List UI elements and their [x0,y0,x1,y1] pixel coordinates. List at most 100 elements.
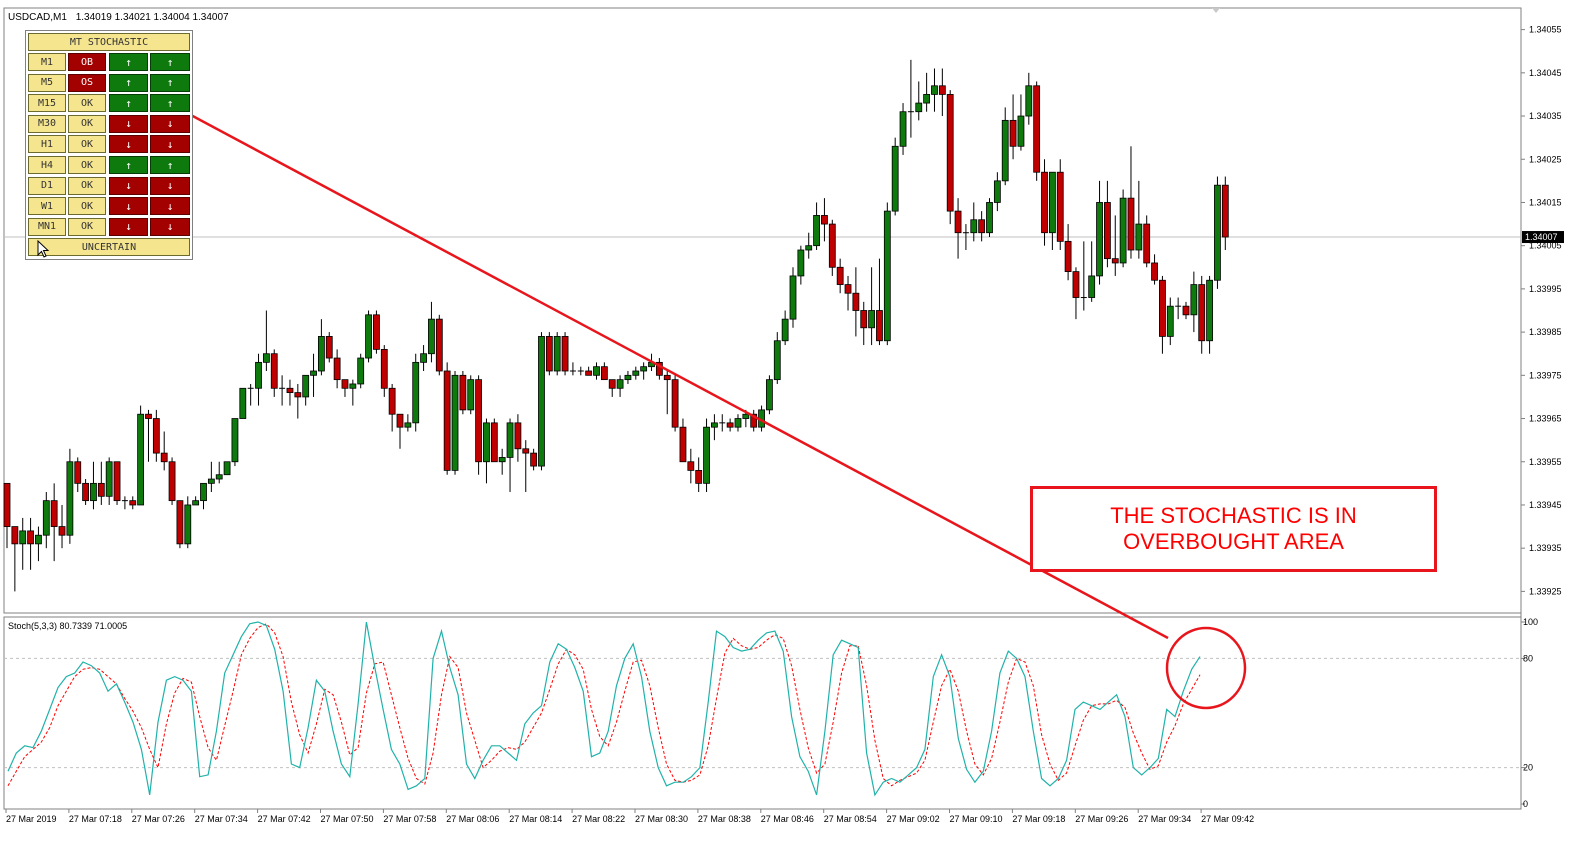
timeframe-label: M30 [28,114,66,133]
candle [608,379,616,397]
time-tick-label: 27 Mar 07:18 [69,814,122,824]
arrow-up-icon: ↑ [150,73,190,92]
candle [97,461,105,505]
candle [1080,241,1087,311]
candle [380,345,388,397]
arrow-up-icon: ↑ [109,73,148,92]
candle [90,461,97,510]
time-tick-label: 27 Mar 09:10 [950,814,1003,824]
time-tick-label: 27 Mar 09:42 [1201,814,1254,824]
stochastic-status: OK [68,114,106,133]
price-tick-label: 1.33945 [1529,500,1562,510]
candle [325,332,333,363]
candle [954,198,962,259]
candle [459,371,467,415]
time-tick-label: 27 Mar 08:22 [572,814,625,824]
candle [467,375,475,415]
level-label: 100 [1523,617,1538,627]
time-axis: 27 Mar 2019 27 Mar 07:18 27 Mar 07:26 27 Ma… [5,809,1254,824]
candle [239,387,247,419]
time-tick-label: 27 Mar 08:30 [635,814,688,824]
candle [42,492,50,549]
candle [247,383,254,406]
candle [766,375,773,415]
time-tick-label: 27 Mar 09:02 [887,814,940,824]
timeframe-label: M1 [28,53,66,71]
candle [773,332,781,384]
candle [844,275,852,311]
chart-shift-marker [1212,8,1220,13]
candle [365,310,372,363]
candle [1088,241,1096,302]
level-label: 80 [1523,653,1533,663]
mt-stochastic-panel: MT STOCHASTIC M1 OB ↑ ↑ M5 OS ↑ ↑ M15 OK ↑ ↑ M30 OK ↓ ↓… [25,30,193,260]
candle [655,358,663,380]
candle [506,418,514,492]
candle [302,374,310,406]
candle [50,483,58,562]
candle [396,413,404,449]
candle [781,310,789,346]
candle [876,258,883,346]
candle [3,482,11,549]
timeframe-label: W1 [28,197,66,216]
candle [160,431,168,471]
candle [632,366,640,380]
candle [978,211,986,242]
time-tick-label: 27 Mar 07:50 [321,814,374,824]
candle [451,371,459,475]
candle [310,353,317,397]
price-tick-label: 1.33995 [1529,284,1562,294]
time-tick-label: 27 Mar 08:54 [824,814,877,824]
candle [483,418,490,484]
candle [577,366,584,376]
price-tick-label: 1.34035 [1529,111,1562,121]
candle [11,526,19,592]
candle [616,375,624,397]
level-label: 0 [1523,799,1528,809]
arrow-up-icon: ↑ [150,94,190,113]
candle [152,409,160,462]
stochastic-pane[interactable] [3,616,1522,810]
candle [105,457,113,505]
candle [412,353,420,432]
stochastic-status: OK [68,156,106,174]
candle [279,375,286,406]
candle [428,301,435,363]
candle [569,362,576,376]
callout-line-2: OVERBOUGHT AREA [1123,529,1344,554]
price-tick-label: 1.33935 [1529,543,1562,553]
overbought-circle [1165,626,1247,710]
time-tick-label: 27 Mar 09:26 [1075,814,1128,824]
arrow-down-icon: ↓ [150,217,190,236]
price-tick-label: 1.33975 [1529,370,1562,380]
price-tick-label: 1.34005 [1529,241,1562,251]
candle [679,418,687,463]
candle [121,496,128,510]
candle [1175,297,1182,320]
candle [852,267,860,337]
arrow-up-icon: ↑ [109,94,148,113]
candle [695,457,703,492]
candle [860,301,868,346]
stochastic-status: OK [68,176,106,195]
candle [58,504,66,549]
candle [192,496,200,506]
time-tick-label: 27 Mar 07:42 [258,814,311,824]
candle [538,332,545,471]
candle [1159,275,1166,354]
candle [907,59,914,138]
candle [593,362,600,380]
candle [357,353,365,389]
candle [1206,275,1213,354]
price-tick-label: 1.34015 [1529,197,1562,207]
timeframe-label: M15 [28,94,66,113]
candle [223,461,231,476]
price-tick-label: 1.34025 [1529,154,1562,164]
candle [931,68,938,112]
candle [317,319,325,376]
candle [821,198,828,242]
time-tick-label: 27 Mar 08:14 [509,814,562,824]
candle [168,457,176,505]
